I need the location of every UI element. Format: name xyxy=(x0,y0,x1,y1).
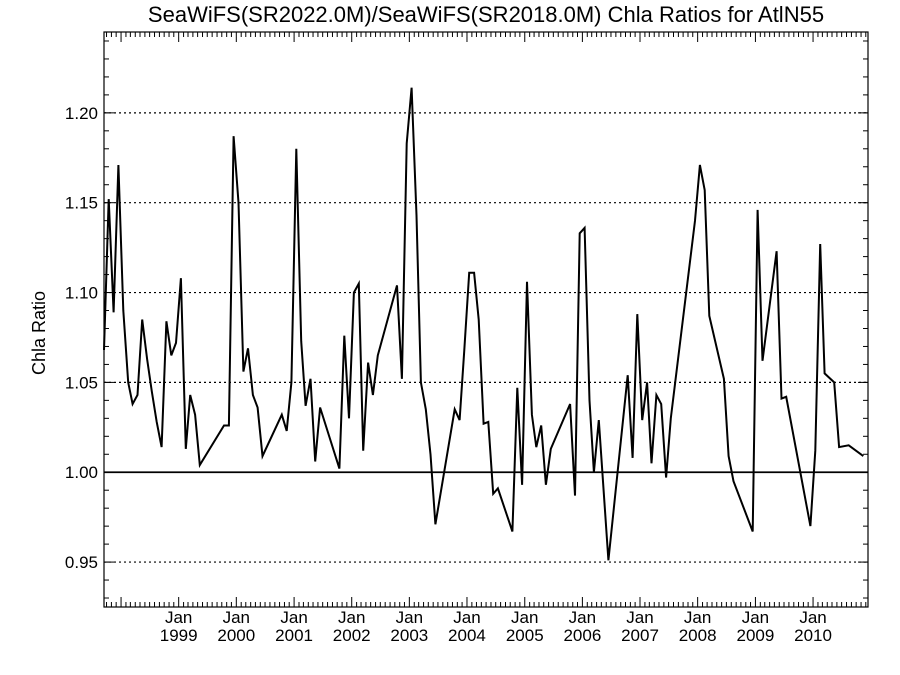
x-tick-label-year: 2004 xyxy=(448,626,486,645)
y-tick-label: 1.00 xyxy=(65,463,98,482)
y-tick-label: 1.20 xyxy=(65,104,98,123)
x-tick-label-month: Jan xyxy=(511,608,538,627)
x-tick-label-year: 1999 xyxy=(160,626,198,645)
x-tick-label-year: 2005 xyxy=(506,626,544,645)
x-tick-label-year: 2008 xyxy=(679,626,717,645)
y-axis-ticks: 0.95 1.00 1.05 1.10 1.15 1.20 xyxy=(65,40,868,599)
series-line xyxy=(103,87,864,561)
x-tick-label-year: 2006 xyxy=(563,626,601,645)
x-tick-label-year: 2002 xyxy=(333,626,371,645)
x-tick-label-year: 2010 xyxy=(794,626,832,645)
y-tick-label: 1.10 xyxy=(65,284,98,303)
x-tick-label-month: Jan xyxy=(338,608,365,627)
x-tick-label-year: 2000 xyxy=(217,626,255,645)
y-tick-label: 1.05 xyxy=(65,373,98,392)
y-tick-label: 1.15 xyxy=(65,194,98,213)
x-tick-label-year: 2001 xyxy=(275,626,313,645)
x-tick-label-month: Jan xyxy=(626,608,653,627)
x-tick-label-year: 2003 xyxy=(390,626,428,645)
x-tick-label-month: Jan xyxy=(453,608,480,627)
x-tick-label-year: 2009 xyxy=(737,626,775,645)
x-tick-label-month: Jan xyxy=(799,608,826,627)
x-tick-label-month: Jan xyxy=(280,608,307,627)
x-tick-label-month: Jan xyxy=(742,608,769,627)
x-tick-label-month: Jan xyxy=(684,608,711,627)
x-axis-ticks: Jan1999Jan2000Jan2001Jan2002Jan2003Jan20… xyxy=(106,32,867,645)
y-tick-label: 0.95 xyxy=(65,553,98,572)
x-tick-label-month: Jan xyxy=(165,608,192,627)
x-tick-label-month: Jan xyxy=(569,608,596,627)
x-tick-label-month: Jan xyxy=(223,608,250,627)
x-tick-label-month: Jan xyxy=(396,608,423,627)
series-group xyxy=(103,87,864,561)
y-axis-label: Chla Ratio xyxy=(29,291,49,375)
chart-title: SeaWiFS(SR2022.0M)/SeaWiFS(SR2018.0M) Ch… xyxy=(148,2,824,27)
gridlines xyxy=(104,112,868,563)
x-tick-label-year: 2007 xyxy=(621,626,659,645)
